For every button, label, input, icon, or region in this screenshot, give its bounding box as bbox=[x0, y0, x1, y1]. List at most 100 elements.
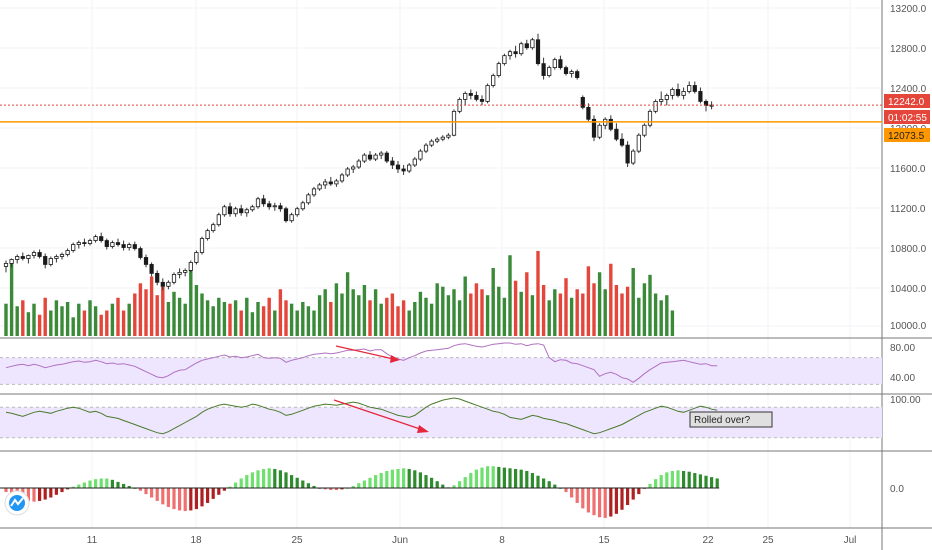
divergence-arrows[interactable] bbox=[333, 345, 429, 433]
last-price-tag-text: 12242.0 bbox=[888, 97, 925, 108]
volume-bar bbox=[26, 312, 31, 336]
candle-body bbox=[401, 168, 406, 172]
grid-lines bbox=[0, 0, 882, 528]
price-axis[interactable]: 13200.0 12800.0 12400.0 12000.0 11600.0 … bbox=[890, 4, 927, 332]
candle-body bbox=[255, 198, 261, 208]
rsi-tick: 40.00 bbox=[890, 373, 915, 384]
histogram-bar bbox=[54, 488, 58, 495]
candle-body bbox=[395, 164, 401, 170]
volume-bar bbox=[233, 300, 238, 336]
histogram-bar bbox=[570, 488, 574, 498]
volume-bar bbox=[429, 303, 434, 336]
volume-bar bbox=[4, 303, 8, 336]
histogram-bar bbox=[497, 466, 501, 488]
price-tick: 10800.0 bbox=[890, 244, 927, 255]
candle-body bbox=[328, 181, 333, 185]
histogram-bar bbox=[116, 481, 120, 488]
histogram-bar bbox=[609, 488, 613, 517]
histogram-bar bbox=[43, 488, 47, 500]
volume-bar bbox=[603, 289, 607, 336]
histogram-bar bbox=[586, 488, 590, 513]
histogram-bar bbox=[206, 488, 210, 503]
volume-bar bbox=[614, 285, 619, 336]
histogram-bar bbox=[581, 488, 585, 509]
countdown-tag-text: 01:02:55 bbox=[888, 113, 927, 124]
annotation-box[interactable]: Rolled over? bbox=[689, 411, 773, 428]
histogram-axis[interactable]: 0.0 bbox=[890, 484, 904, 495]
candle-body bbox=[283, 208, 289, 222]
volume-bar bbox=[189, 268, 193, 336]
volume-bar bbox=[597, 272, 602, 336]
stoch-line bbox=[5, 397, 718, 435]
volume-bar bbox=[37, 314, 42, 336]
volume-bar bbox=[99, 314, 103, 336]
volume-bar bbox=[261, 306, 266, 336]
candle-body bbox=[670, 89, 675, 96]
histogram-bar bbox=[250, 472, 254, 488]
volume-bar bbox=[648, 274, 652, 336]
candle-body bbox=[166, 281, 171, 287]
volume-bar bbox=[519, 291, 523, 336]
candle-body bbox=[614, 128, 619, 140]
volume-bar bbox=[547, 300, 551, 336]
histogram-bar bbox=[105, 478, 109, 488]
price-tick: 11600.0 bbox=[890, 164, 926, 175]
histogram-bar bbox=[228, 486, 232, 488]
volume-bar bbox=[463, 276, 467, 336]
rsi-tick: 80.00 bbox=[890, 343, 915, 354]
histogram-bar bbox=[267, 468, 271, 488]
volume-bar bbox=[653, 293, 658, 336]
histogram-bar bbox=[385, 471, 389, 488]
price-tags: 12242.0 01:02:55 12073.5 bbox=[884, 94, 930, 142]
candle-body bbox=[216, 214, 221, 226]
volume-bar bbox=[351, 289, 355, 336]
candle-body bbox=[160, 281, 165, 287]
time-tick: 15 bbox=[598, 535, 610, 546]
histogram-bar bbox=[211, 488, 215, 499]
volume-bar bbox=[659, 300, 663, 336]
volume-bar bbox=[564, 278, 568, 336]
candle-body bbox=[367, 154, 373, 160]
volume-bar bbox=[200, 293, 204, 336]
price-tick: 13200.0 bbox=[890, 4, 927, 15]
candle-body bbox=[54, 256, 59, 259]
volume-bar bbox=[553, 289, 557, 336]
volume-bar bbox=[502, 297, 507, 336]
candle-body bbox=[468, 93, 473, 96]
candle-body bbox=[300, 202, 305, 210]
time-tick: 8 bbox=[499, 535, 505, 546]
volume-bar bbox=[631, 268, 635, 336]
time-axis[interactable]: 11 18 25 Jun 8 15 22 25 Jul bbox=[87, 535, 857, 546]
volume-bar bbox=[284, 300, 288, 336]
histogram-bar bbox=[682, 471, 686, 488]
volume-bar bbox=[256, 302, 260, 336]
candle-body bbox=[524, 43, 529, 49]
tradingview-logo-icon[interactable] bbox=[4, 490, 30, 516]
candle-body bbox=[698, 91, 703, 102]
stoch-axis[interactable]: 100.00 bbox=[890, 395, 921, 406]
histogram-bar bbox=[474, 469, 478, 488]
histogram-bar bbox=[178, 488, 182, 511]
volume-bar bbox=[306, 306, 311, 336]
rsi-band bbox=[0, 357, 882, 385]
histogram-bar bbox=[284, 472, 288, 488]
candle-body bbox=[261, 198, 266, 205]
histogram-bar bbox=[127, 485, 131, 488]
volume-bar bbox=[93, 306, 98, 336]
candle-body bbox=[272, 205, 277, 208]
volume-bar bbox=[480, 289, 484, 336]
volume-bar bbox=[508, 255, 512, 336]
price-tick: 12800.0 bbox=[890, 44, 927, 55]
volume-bar bbox=[513, 280, 518, 336]
candle-body bbox=[608, 118, 613, 130]
candle-body bbox=[479, 99, 485, 102]
candle-body bbox=[127, 244, 132, 248]
histogram-bar bbox=[486, 466, 490, 488]
histogram-bar bbox=[273, 468, 277, 488]
candle-body bbox=[446, 134, 451, 138]
histogram-bar bbox=[598, 488, 602, 518]
rsi-axis[interactable]: 80.00 40.00 bbox=[890, 343, 915, 384]
volume-bar bbox=[665, 295, 669, 336]
volume-bar bbox=[670, 310, 675, 336]
